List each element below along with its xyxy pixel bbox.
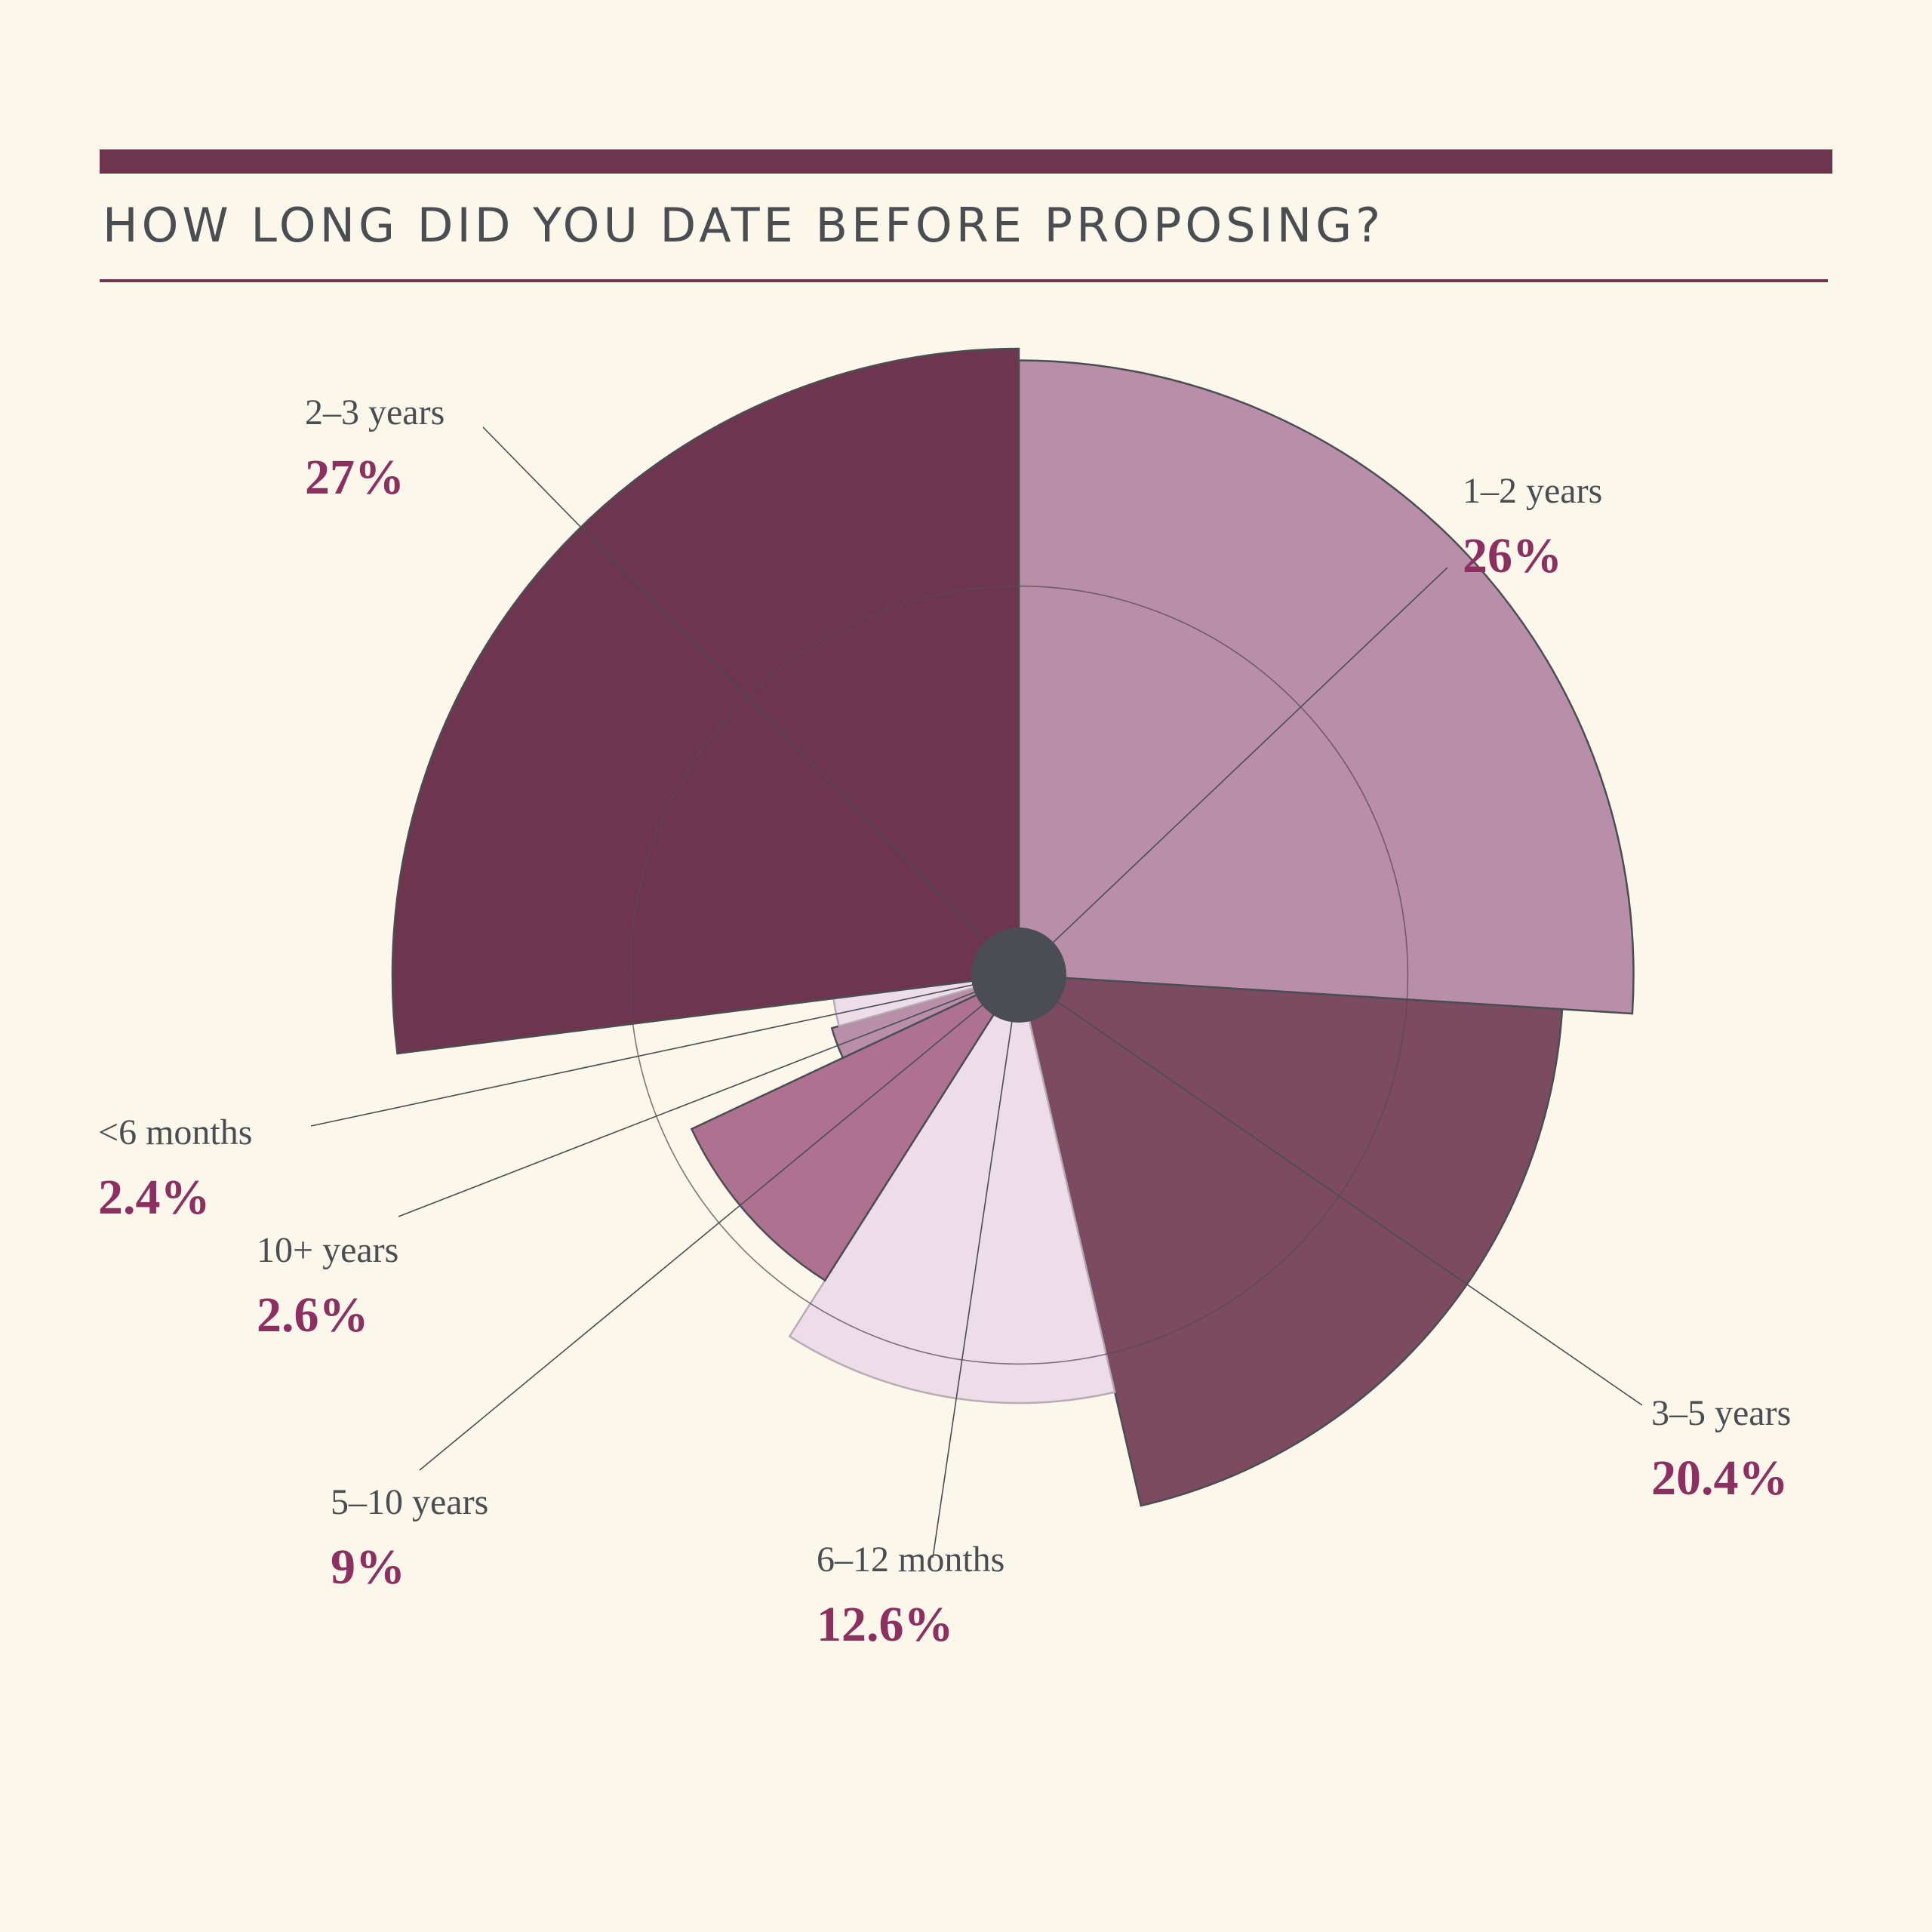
segment-2-3-years (391, 347, 1020, 1055)
category-label-5-10-years: 5–10 years (331, 1482, 488, 1522)
segment-10-plus-years (830, 974, 1020, 1060)
top-accent-bar (100, 149, 1832, 174)
segment-6-12-months (788, 972, 1116, 1404)
category-label-1-2-years: 1–2 years (1463, 471, 1602, 511)
value-label-lt-6-months: 2.4% (98, 1170, 211, 1225)
segment-5-10-years (690, 973, 1022, 1282)
leader-line-6-12-months (932, 974, 1020, 1558)
chart-title: HOW LONG DID YOU DATE BEFORE PROPOSING? (103, 198, 1385, 253)
category-label-6-12-months: 6–12 months (817, 1540, 1004, 1580)
value-label-6-12-months: 12.6% (817, 1597, 954, 1652)
gridline-circle-1 (629, 585, 1409, 1365)
leader-line-5-10-years (419, 974, 1020, 1471)
chart-segments (391, 347, 1635, 1507)
leader-line-lt-6-months (310, 974, 1020, 1127)
chart-center-hub (971, 928, 1066, 1023)
leader-line-1-2-years (1018, 567, 1448, 976)
value-label-5-10-years: 9% (331, 1540, 405, 1595)
leader-line-3-5-years (1018, 974, 1643, 1406)
category-label-3-5-years: 3–5 years (1651, 1393, 1791, 1433)
leader-line-10-plus-years (398, 974, 1020, 1217)
category-label-2-3-years: 2–3 years (305, 392, 445, 432)
value-label-2-3-years: 27% (305, 450, 405, 505)
segment-1-2-years (1017, 359, 1635, 1015)
chart-gridlines (629, 585, 1409, 1365)
title-divider (100, 279, 1828, 282)
category-label-10-plus-years: 10+ years (257, 1230, 398, 1270)
value-label-1-2-years: 26% (1463, 528, 1562, 583)
value-label-3-5-years: 20.4% (1651, 1451, 1789, 1506)
leader-line-2-3-years (482, 426, 1020, 976)
leader-lines (310, 426, 1643, 1558)
chart-labels: 1–2 years 26% 3–5 years 20.4% 6–12 months 12.… (98, 392, 1791, 1652)
value-label-10-plus-years: 2.6% (257, 1287, 369, 1343)
category-label-lt-6-months: <6 months (98, 1112, 252, 1152)
segment-3-5-years (1017, 974, 1564, 1507)
